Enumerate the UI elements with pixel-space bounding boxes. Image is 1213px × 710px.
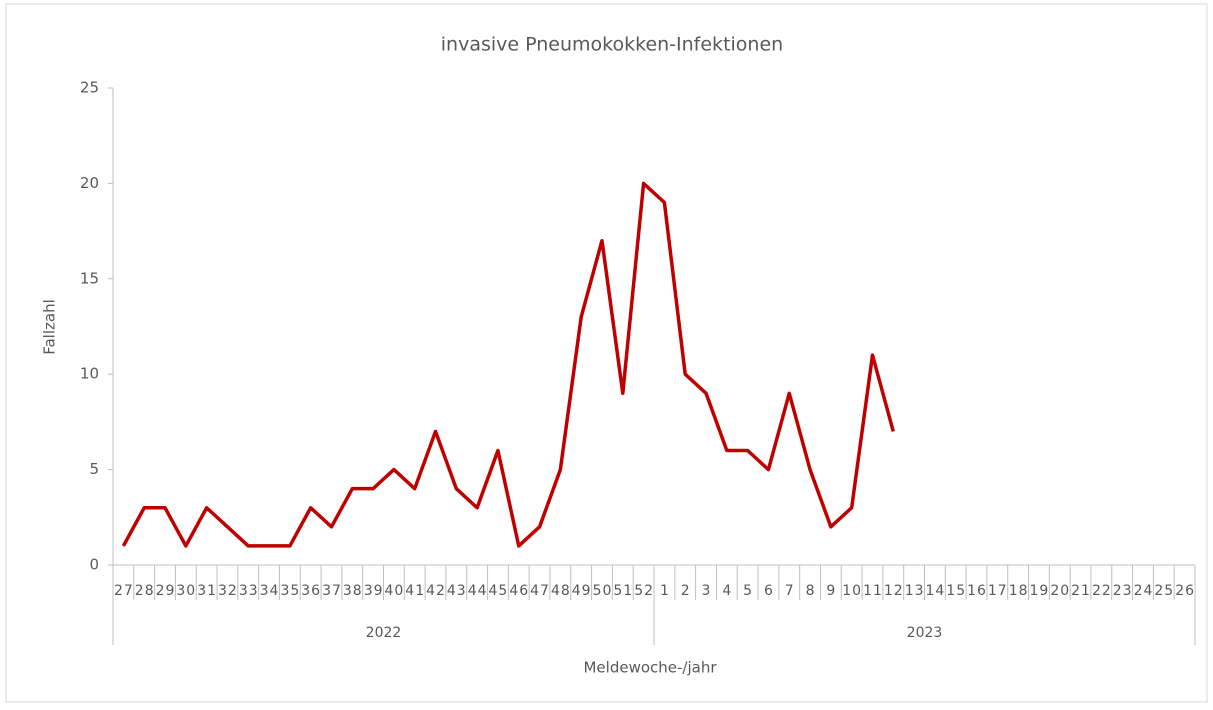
x-tick-label: 29 bbox=[156, 583, 175, 599]
x-tick-label: 48 bbox=[551, 583, 570, 599]
x-tick-label: 27 bbox=[114, 583, 133, 599]
x-tick-label: 46 bbox=[509, 583, 528, 599]
x-tick-label: 15 bbox=[946, 583, 965, 599]
x-tick-label: 12 bbox=[884, 583, 903, 599]
x-tick-label: 36 bbox=[301, 583, 320, 599]
x-tick-label: 41 bbox=[405, 583, 424, 599]
x-tick-label: 39 bbox=[364, 583, 383, 599]
chart-title: invasive Pneumokokken-Infektionen bbox=[441, 34, 783, 56]
x-tick-label: 17 bbox=[988, 583, 1007, 599]
y-tick-label: 0 bbox=[89, 556, 99, 574]
x-tick-label: 28 bbox=[135, 583, 154, 599]
x-tick-label: 25 bbox=[1154, 583, 1173, 599]
x-tick-label: 20 bbox=[1050, 583, 1069, 599]
x-tick-label: 26 bbox=[1175, 583, 1194, 599]
x-tick-label: 31 bbox=[197, 583, 216, 599]
x-group-label: 2023 bbox=[907, 625, 943, 641]
x-tick-label: 47 bbox=[530, 583, 549, 599]
y-tick-label: 10 bbox=[80, 365, 99, 383]
x-tick-label: 3 bbox=[702, 583, 711, 599]
x-tick-label: 21 bbox=[1071, 583, 1090, 599]
x-tick-label: 42 bbox=[426, 583, 445, 599]
x-tick-label: 45 bbox=[489, 583, 508, 599]
x-tick-label: 10 bbox=[842, 583, 861, 599]
x-tick-label: 22 bbox=[1092, 583, 1111, 599]
x-tick-label: 40 bbox=[385, 583, 404, 599]
x-tick-label: 18 bbox=[1009, 583, 1028, 599]
x-tick-label: 11 bbox=[863, 583, 882, 599]
y-tick-label: 5 bbox=[89, 460, 99, 478]
x-tick-label: 19 bbox=[1030, 583, 1049, 599]
x-tick-label: 13 bbox=[905, 583, 924, 599]
x-tick-label: 8 bbox=[806, 583, 815, 599]
y-axis-title: Fallzahl bbox=[41, 299, 59, 355]
x-tick-label: 6 bbox=[764, 583, 773, 599]
x-tick-label: 1 bbox=[660, 583, 669, 599]
x-tick-label: 35 bbox=[280, 583, 299, 599]
x-tick-label: 52 bbox=[634, 583, 653, 599]
x-tick-label: 38 bbox=[343, 583, 362, 599]
x-tick-label: 43 bbox=[447, 583, 466, 599]
x-tick-label: 14 bbox=[926, 583, 945, 599]
x-tick-label: 5 bbox=[743, 583, 752, 599]
x-tick-label: 33 bbox=[239, 583, 258, 599]
x-tick-label: 37 bbox=[322, 583, 341, 599]
x-tick-label: 34 bbox=[260, 583, 279, 599]
x-tick-label: 51 bbox=[613, 583, 632, 599]
x-tick-label: 44 bbox=[468, 583, 487, 599]
x-tick-label: 30 bbox=[176, 583, 195, 599]
y-tick-label: 15 bbox=[80, 269, 99, 287]
x-tick-label: 24 bbox=[1134, 583, 1153, 599]
x-tick-label: 23 bbox=[1113, 583, 1132, 599]
x-group-label: 2022 bbox=[366, 625, 402, 641]
x-tick-label: 7 bbox=[785, 583, 794, 599]
x-tick-label: 50 bbox=[593, 583, 612, 599]
x-axis-title: Meldewoche-/jahr bbox=[583, 659, 717, 677]
x-tick-label: 49 bbox=[572, 583, 591, 599]
x-tick-label: 4 bbox=[722, 583, 731, 599]
y-tick-label: 20 bbox=[80, 174, 99, 192]
x-tick-label: 32 bbox=[218, 583, 237, 599]
y-tick-label: 25 bbox=[80, 79, 99, 97]
x-tick-label: 16 bbox=[967, 583, 986, 599]
x-tick-label: 2 bbox=[681, 583, 690, 599]
x-tick-label: 9 bbox=[826, 583, 835, 599]
series-line bbox=[121, 181, 895, 548]
chart-border bbox=[5, 3, 1208, 703]
